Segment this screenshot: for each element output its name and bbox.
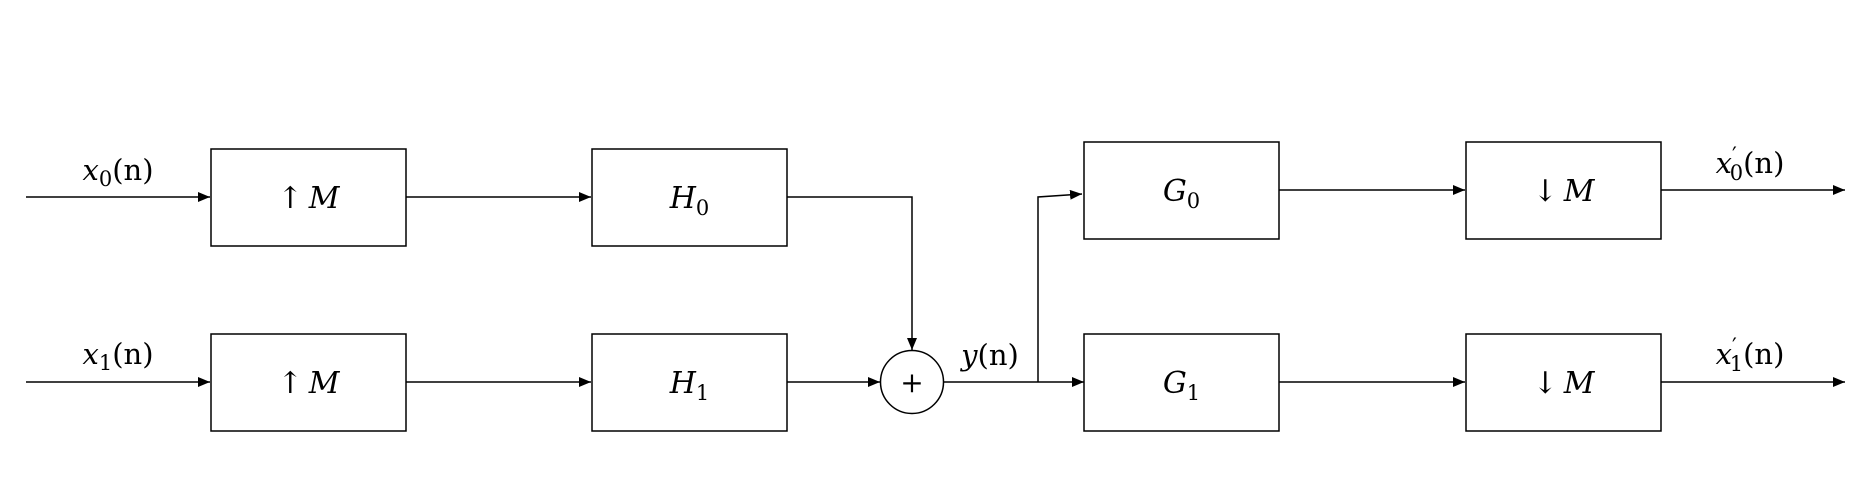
down-arrow-icon: ↓ bbox=[1533, 366, 1558, 401]
filter-g0-block: G0 bbox=[1083, 141, 1280, 240]
input-0-label: x0(n) bbox=[82, 153, 153, 191]
output-0-label: x′ 0(n) bbox=[1716, 143, 1785, 185]
up-arrow-icon: ↑ bbox=[278, 181, 303, 216]
split-to-g0-wire bbox=[1037, 189, 1083, 382]
svg-text:↓M: ↓ M bbox=[1533, 174, 1596, 209]
downsampler-0-block: ↓ M bbox=[1465, 141, 1662, 240]
up-arrow-icon: ↑ bbox=[278, 366, 303, 401]
plus-icon: + bbox=[900, 366, 923, 399]
filter-h0-block: H0 bbox=[591, 148, 788, 247]
adder-node: + bbox=[879, 349, 945, 415]
svg-text:G0: G0 bbox=[1163, 174, 1200, 213]
svg-text:H0: H0 bbox=[669, 181, 710, 220]
down-arrow-icon: ↓ bbox=[1533, 174, 1558, 209]
upsampler-0-block: ↑ M bbox=[210, 148, 407, 247]
svg-text:↑M: ↑ M bbox=[278, 366, 341, 401]
svg-text:↓M: ↓ M bbox=[1533, 366, 1596, 401]
filter-g1-block: G1 bbox=[1083, 333, 1280, 432]
channel-label: y(n) bbox=[959, 338, 1019, 372]
downsampler-1-block: ↓ M bbox=[1465, 333, 1662, 432]
output-1-label: x′ 1(n) bbox=[1716, 334, 1785, 376]
input-1-label: x1(n) bbox=[82, 337, 153, 375]
h0-to-adder-wire bbox=[786, 196, 917, 350]
svg-text:H1: H1 bbox=[669, 366, 710, 405]
svg-text:↑M: ↑ M bbox=[278, 181, 341, 216]
upsampler-1-block: ↑ M bbox=[210, 333, 407, 432]
svg-text:G1: G1 bbox=[1163, 366, 1200, 405]
filter-h1-block: H1 bbox=[591, 333, 788, 432]
